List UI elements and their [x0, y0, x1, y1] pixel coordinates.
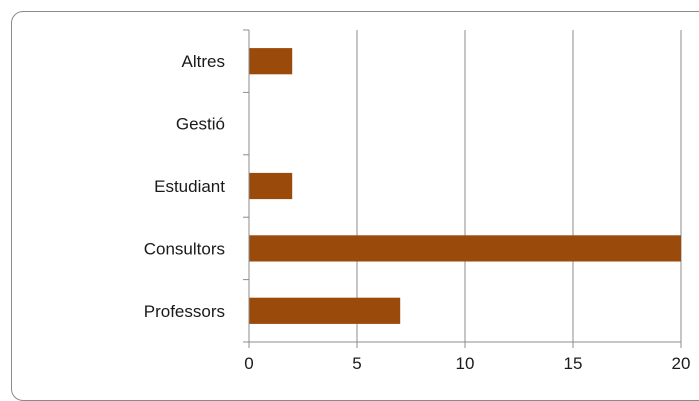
bars: [249, 48, 681, 324]
grid-lines: [356, 30, 682, 342]
category-label: Gestió: [176, 115, 225, 134]
bar-consultors: [249, 235, 681, 262]
category-label: Professors: [144, 302, 225, 321]
x-tick-label: 15: [564, 354, 583, 373]
category-label: Estudiant: [154, 177, 225, 196]
bar-chart: 0 5 10 15 20 Altres Gestió Estudiant Consultors P…: [144, 29, 691, 373]
chart-frame: [11, 11, 699, 401]
x-tick-label: 5: [352, 354, 361, 373]
labels: 0 5 10 15 20 Altres Gestió Estudiant Consultors P…: [144, 52, 691, 373]
x-tick-label: 0: [244, 354, 253, 373]
x-tick-label: 10: [456, 354, 475, 373]
bar-estudiant: [249, 172, 293, 200]
bar-altres: [249, 48, 293, 75]
bar-professors: [249, 297, 401, 324]
axes: [243, 29, 682, 348]
category-label: Altres: [182, 52, 225, 71]
x-tick-label: 20: [672, 354, 691, 373]
category-label: Consultors: [144, 239, 225, 258]
